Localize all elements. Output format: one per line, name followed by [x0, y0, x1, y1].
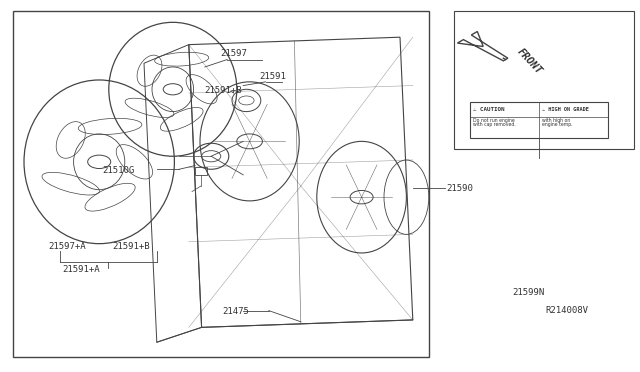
Text: 21591+B: 21591+B — [112, 242, 150, 251]
Bar — [195, 167, 207, 175]
Text: 21599N: 21599N — [512, 288, 544, 296]
Text: 21597+A: 21597+A — [48, 242, 86, 251]
Text: engine temp.: engine temp. — [541, 122, 572, 127]
Text: Do not run engine: Do not run engine — [473, 118, 515, 123]
Text: 21510G: 21510G — [102, 166, 134, 174]
Polygon shape — [458, 32, 508, 61]
Text: R214008V: R214008V — [545, 306, 588, 315]
Bar — [13, 11, 429, 357]
Text: 21590: 21590 — [446, 184, 473, 193]
Bar — [454, 11, 634, 149]
Text: FRONT: FRONT — [515, 46, 544, 76]
Text: with cap removed.: with cap removed. — [473, 122, 516, 127]
Text: ⚠ HIGH ON GRADE: ⚠ HIGH ON GRADE — [541, 107, 589, 112]
Text: 21591+A: 21591+A — [63, 265, 100, 274]
Text: 21475: 21475 — [223, 307, 250, 316]
Bar — [470, 102, 608, 138]
Text: ⚠ CAUTION: ⚠ CAUTION — [473, 107, 504, 112]
Text: 21597: 21597 — [221, 49, 248, 58]
Text: 21591+B: 21591+B — [205, 86, 243, 95]
Text: 21591: 21591 — [259, 72, 286, 81]
Text: with high on: with high on — [541, 118, 570, 123]
